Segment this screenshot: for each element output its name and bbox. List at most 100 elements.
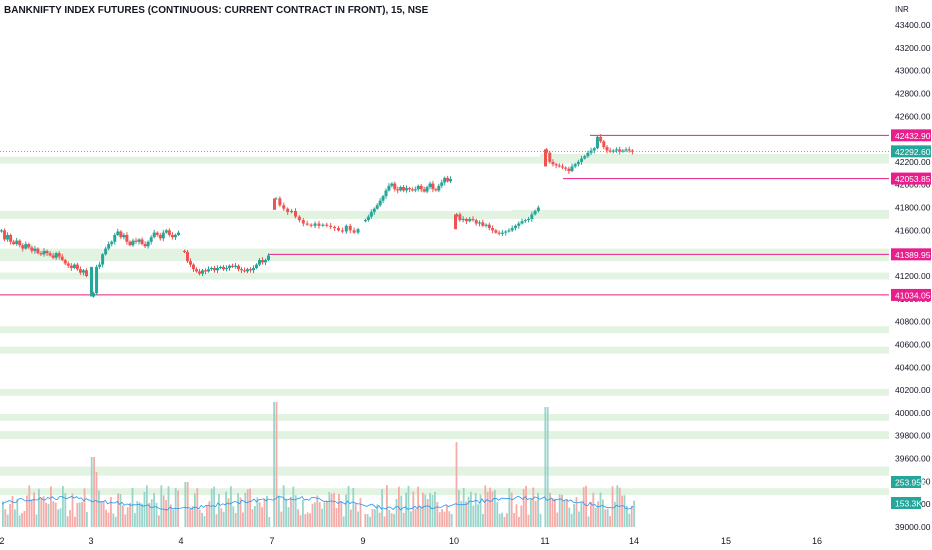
volume-bar [141,503,143,527]
volume-bar [242,512,244,527]
x-tick-label: 16 [812,536,822,546]
candle [146,241,150,247]
candle [381,196,385,201]
volume-bar [86,512,88,527]
volume-bar [203,516,206,527]
volume-bar [580,501,583,527]
candle [494,230,498,233]
candle [369,212,373,217]
volume-bar [110,497,112,527]
volume-bar [566,498,568,527]
candle [9,234,13,242]
volume-label-text: 253.95K [895,478,927,488]
volume-bar [76,502,79,527]
candle [570,166,574,172]
y-tick-label: 40200.00 [895,385,931,395]
candle [471,218,475,221]
volume-bar [465,501,467,527]
volume-bar [340,501,343,527]
volume-bar [467,496,470,527]
volume-bar [256,497,259,527]
candle [352,230,356,233]
candle [573,164,577,167]
support-zone [540,153,889,161]
volume-bar [508,488,511,527]
candle [201,270,204,274]
candle [210,268,213,270]
candle [375,205,379,209]
candle [504,231,508,233]
candle [128,241,132,246]
volume-bar [450,513,453,527]
volume-bar [537,492,539,527]
volume-bar [328,492,331,527]
candle [137,239,141,242]
y-tick-label: 41200.00 [895,271,931,281]
volume-bar [148,502,151,527]
candle [416,185,420,190]
volume-bar [390,513,393,527]
candle [366,216,370,221]
candle [0,230,4,232]
candle [576,161,580,165]
candle [407,188,411,190]
candle [219,266,222,269]
candle [69,265,73,269]
volume-bar [230,486,232,527]
volume-bar [45,502,47,527]
volume-bar [285,498,287,527]
volume-bar [472,505,475,527]
volume-bar [95,472,98,527]
candle [51,255,55,258]
candle [15,240,19,245]
volume-bar [338,493,340,527]
candle [237,265,240,270]
candle [195,269,198,272]
volume-bar [278,495,280,527]
candle [286,208,290,213]
candle [305,223,309,225]
candle [297,216,301,221]
candle [446,177,450,182]
candle [624,149,628,151]
volume-bar [479,494,482,527]
volume-bar [290,496,292,527]
volume-bar [489,487,491,527]
volume-bar [426,499,429,527]
price-label-text: 42432.90 [895,131,931,141]
candle [589,150,593,153]
y-tick-label: 39000.00 [895,522,931,532]
support-zone [0,431,889,440]
candle [60,256,64,261]
volume-bar [470,491,472,527]
candle [422,189,426,192]
volume-bar [455,442,458,527]
volume-bar [376,504,379,527]
volume-bar [184,482,187,527]
candle [390,183,394,186]
volume-bar [306,512,309,527]
candle [413,189,417,191]
candle [348,225,352,231]
candle [243,270,246,272]
volume-bar [57,509,59,527]
candle [500,232,504,234]
candle [449,179,453,182]
volume-bar [189,508,191,527]
candle [583,156,587,159]
candle [461,218,465,221]
price-label-box [891,288,931,301]
candle [234,265,237,267]
candle [586,152,590,157]
candle [216,268,219,271]
candle [520,221,524,224]
candle [356,229,360,233]
candle [437,185,441,191]
volume-bar [458,490,460,527]
x-tick-label: 2 [0,536,5,546]
candle [192,264,195,270]
candle [527,218,531,221]
candle [599,136,603,142]
candle [384,190,388,197]
